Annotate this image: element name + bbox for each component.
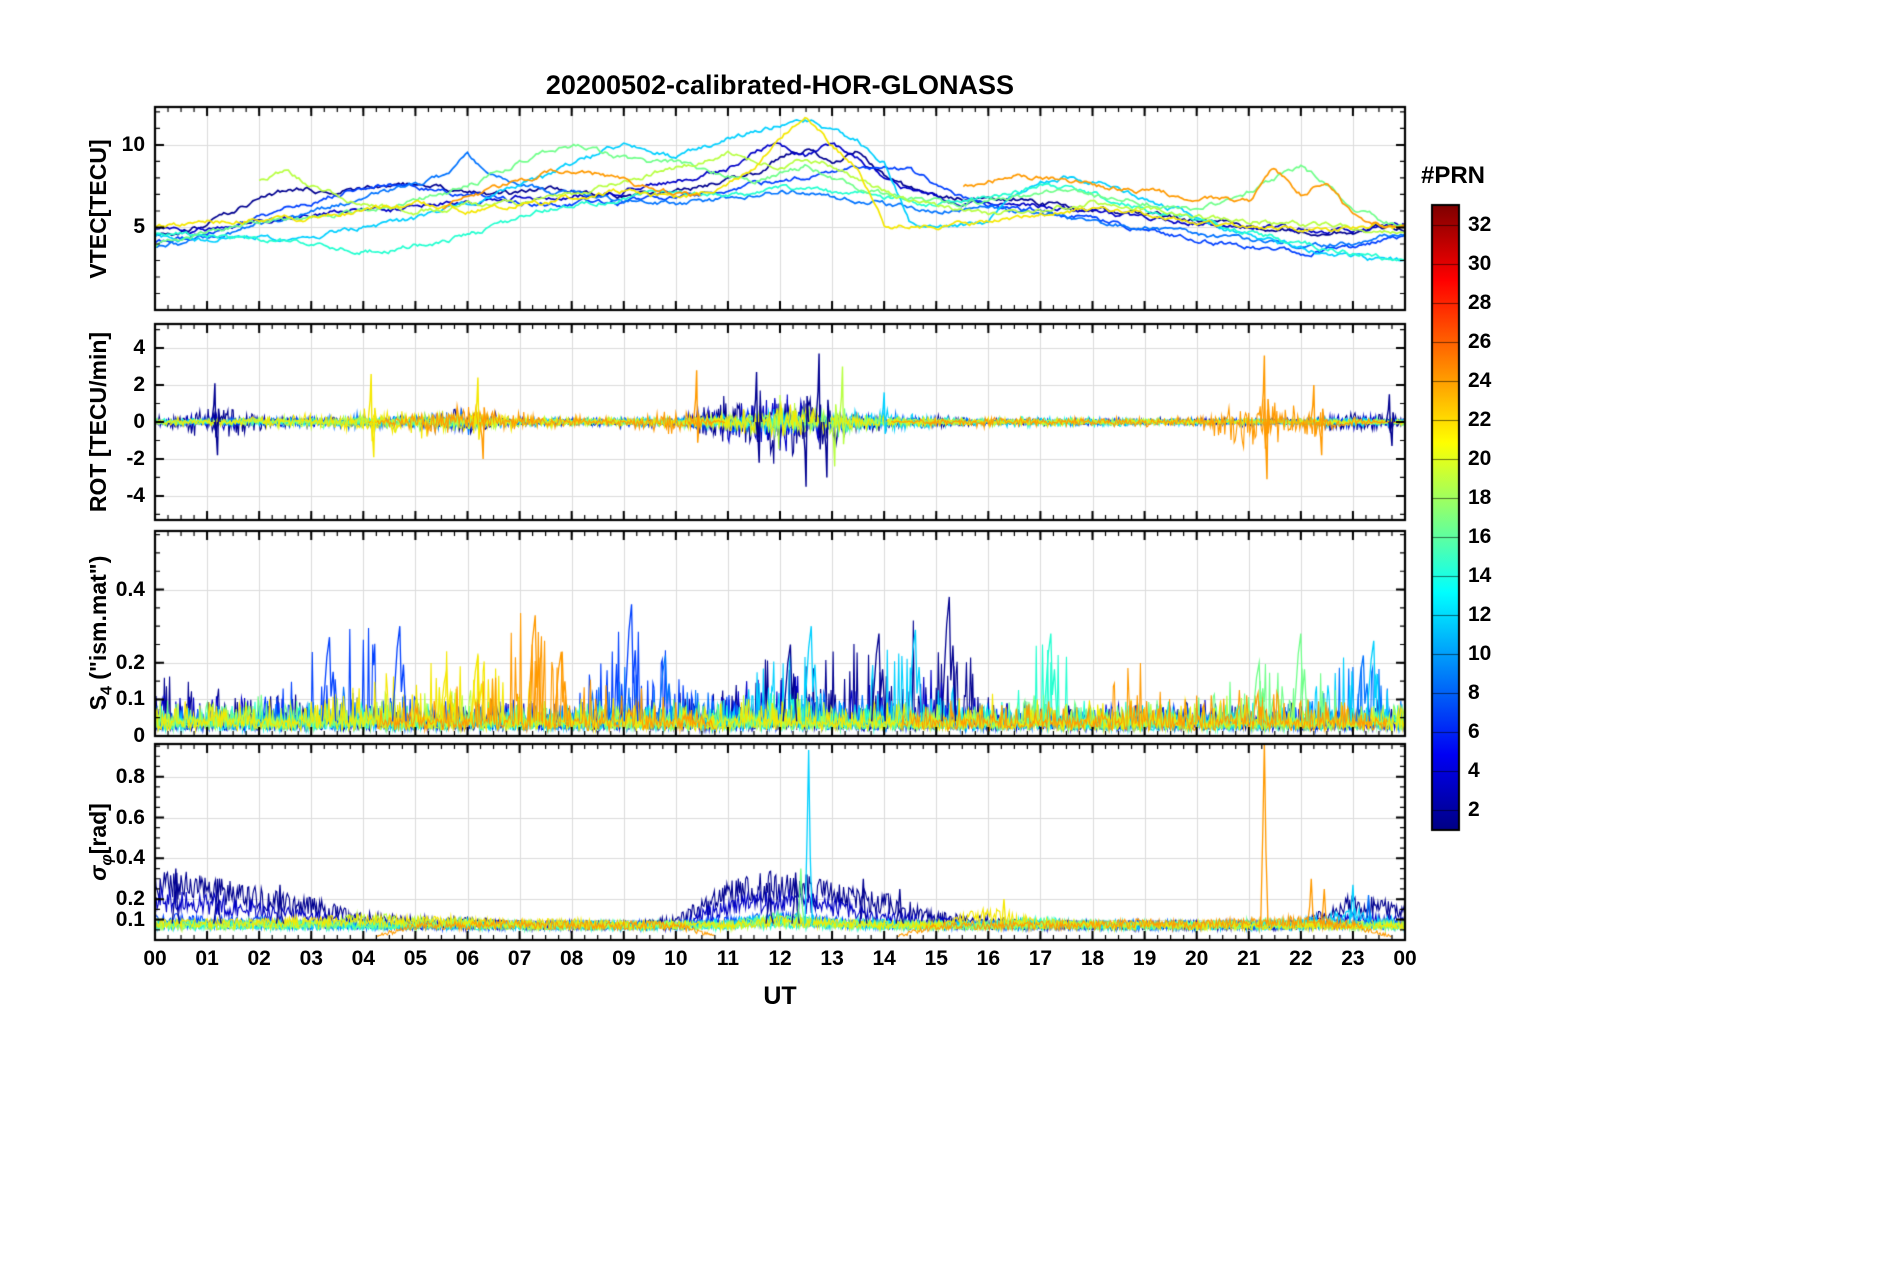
x-tick-label: 09 [612,947,636,970]
x-tick-label: 10 [664,947,688,970]
x-tick-label: 07 [507,947,532,970]
y-tick-label: -4 [126,483,145,507]
colorbar-tick-label: 8 [1468,681,1480,705]
x-axis-label: UT [763,982,797,1010]
colorbar-tick-label: 24 [1468,368,1492,392]
x-tick-label: 15 [924,947,948,970]
x-tick-label: 03 [299,947,323,970]
colorbar-tick-label: 6 [1468,720,1480,744]
x-tick-label: 20 [1184,947,1209,970]
colorbar-tick-label: 26 [1468,329,1492,353]
colorbar-tick-label: 22 [1468,407,1492,431]
figure-title: 20200502-calibrated-HOR-GLONASS [545,70,1015,100]
x-tick-label: 13 [820,947,844,970]
y-tick-label: 0.2 [115,650,145,674]
x-tick-label: 22 [1289,947,1313,970]
y-tick-label: -2 [126,446,145,470]
x-tick-label: 06 [455,947,480,970]
y-tick-label: 4 [133,336,145,360]
y-tick-label: 0.2 [115,887,145,911]
x-tick-label: 11 [716,947,739,970]
x-tick-label: 19 [1132,947,1157,970]
colorbar-tick-label: 14 [1468,564,1492,588]
colorbar-tick-label: 28 [1468,290,1492,314]
x-tick-label: 17 [1028,947,1053,970]
colorbar [1432,205,1459,830]
y-tick-label: 0 [133,724,145,747]
colorbar-tick-label: 18 [1468,485,1492,509]
colorbar-tick-label: 32 [1468,212,1492,236]
y-tick-label: 0.4 [115,846,145,870]
y-tick-label: 10 [121,132,145,156]
colorbar-tick-label: 30 [1468,251,1492,275]
colorbar-tick-label: 4 [1468,759,1480,783]
x-tick-label: 21 [1237,947,1261,970]
y-tick-label: 0.6 [115,805,145,829]
colorbar-tick-label: 2 [1468,798,1480,822]
x-tick-label: 14 [872,947,896,970]
colorbar-tick-label: 12 [1468,603,1492,627]
x-tick-label: 05 [403,947,428,970]
x-tick-label: 04 [351,947,375,970]
colorbar-title: #PRN [1420,162,1486,189]
x-tick-label: 00 [143,947,167,970]
y-tick-label: 0.1 [115,907,145,931]
y-tick-label: 5 [133,215,145,239]
x-tick-label: 18 [1080,947,1105,970]
y-tick-label: 0.1 [115,687,145,711]
x-tick-label: 23 [1341,947,1365,970]
x-tick-label: 08 [559,947,584,970]
colorbar-tick-label: 10 [1468,642,1492,666]
x-tick-label: 02 [247,947,271,970]
y-tick-label: 0.4 [115,577,145,601]
y-tick-label: 0.8 [115,764,145,788]
y-tick-label: 0 [133,410,145,433]
x-tick-label: 16 [976,947,1000,970]
x-tick-label: 00 [1393,947,1417,970]
x-tick-label: 01 [195,947,219,970]
colorbar-tick-label: 20 [1468,446,1492,470]
y-tick-label: 2 [133,373,145,397]
colorbar-tick-label: 16 [1468,525,1492,549]
x-tick-label: 12 [768,947,792,970]
